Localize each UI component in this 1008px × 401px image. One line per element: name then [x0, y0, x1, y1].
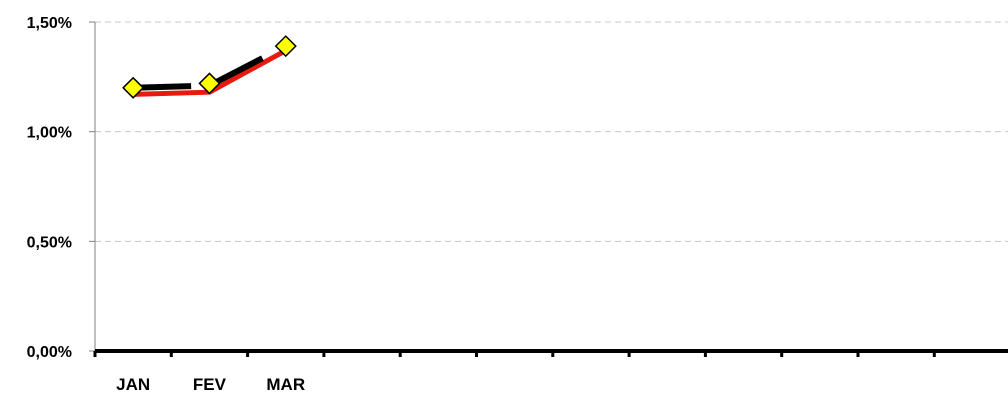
y-tick-label: 0,50%: [27, 234, 72, 251]
y-tick-label: 0,00%: [27, 344, 72, 361]
y-tick-labels: 0,00% 0,50% 1,00% 1,50%: [27, 15, 72, 361]
x-tick-labels: JAN FEV MAR: [116, 375, 305, 394]
axes: [89, 21, 1008, 357]
y-tick-label: 1,50%: [27, 15, 72, 32]
y-tick-label: 1,00%: [27, 125, 72, 142]
x-tick-label: JAN: [116, 375, 150, 394]
x-tick-label: FEV: [193, 375, 227, 394]
data-point-marker: [122, 76, 145, 99]
markers: [122, 35, 297, 99]
gridlines: [95, 21, 1008, 242]
data-point-marker: [274, 35, 297, 58]
data-point-marker: [198, 72, 221, 95]
series-line-2: [133, 43, 288, 91]
x-tick-label: MAR: [266, 375, 305, 394]
